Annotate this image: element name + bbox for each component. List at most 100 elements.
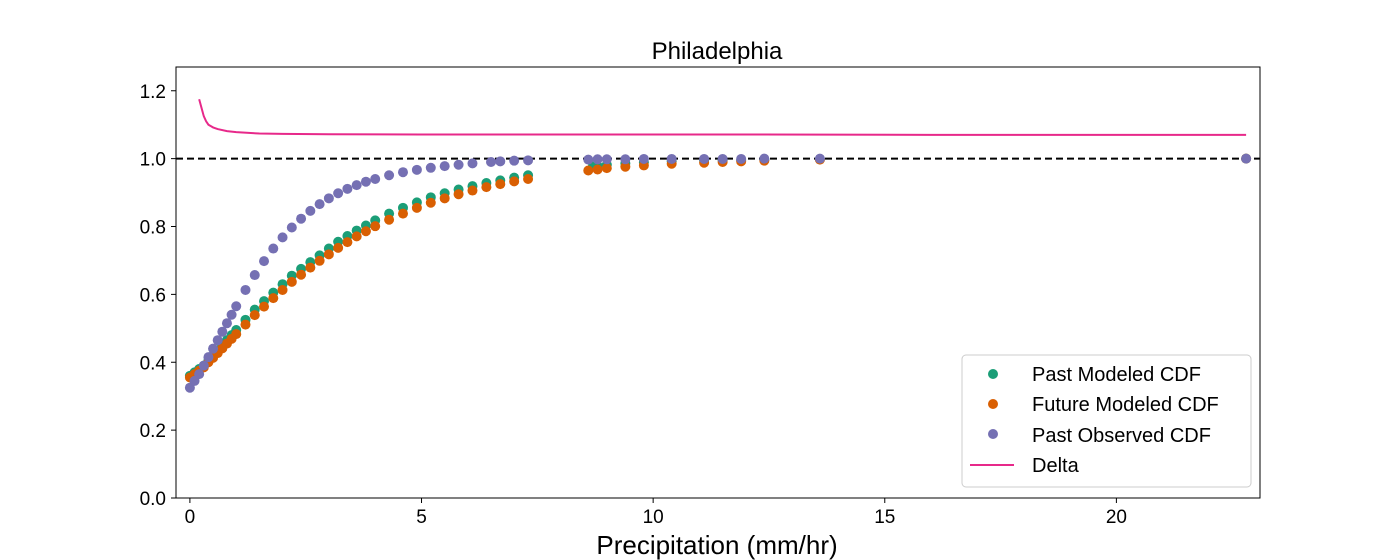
x-tick-label: 0 bbox=[185, 507, 196, 528]
y-tick-label: 0.2 bbox=[140, 421, 166, 442]
legend: Past Modeled CDF Future Modeled CDF Past… bbox=[961, 354, 1252, 488]
legend-box bbox=[961, 354, 1252, 488]
data-point bbox=[286, 222, 297, 233]
data-point bbox=[481, 182, 492, 193]
y-tick-label: 0.4 bbox=[140, 353, 167, 374]
legend-label-delta: Delta bbox=[1032, 455, 1080, 477]
y-tick-label: 1.0 bbox=[140, 150, 166, 171]
data-point bbox=[259, 301, 270, 312]
data-point bbox=[699, 153, 710, 164]
data-point bbox=[495, 179, 506, 190]
data-point bbox=[453, 189, 464, 200]
legend-label-future-modeled: Future Modeled CDF bbox=[1032, 394, 1219, 416]
data-point bbox=[226, 309, 237, 320]
data-point bbox=[467, 158, 478, 169]
data-point bbox=[305, 262, 316, 273]
data-point bbox=[397, 208, 408, 219]
data-point bbox=[486, 157, 497, 168]
data-point bbox=[217, 326, 228, 337]
data-point bbox=[736, 153, 747, 164]
legend-label-past-observed: Past Observed CDF bbox=[1032, 425, 1211, 447]
y-axis: 0.0 0.2 0.4 0.6 0.8 1.0 1.2 bbox=[140, 82, 176, 510]
data-point bbox=[351, 231, 362, 242]
data-point bbox=[203, 352, 214, 363]
data-point bbox=[323, 249, 334, 260]
data-point bbox=[601, 154, 612, 165]
series-2 bbox=[184, 153, 1252, 393]
delta-line bbox=[198, 98, 1247, 136]
data-point bbox=[249, 270, 260, 281]
data-point bbox=[666, 153, 677, 164]
x-axis-label: Precipitation (mm/hr) bbox=[596, 530, 837, 560]
legend-marker-past-observed bbox=[988, 429, 998, 439]
data-point bbox=[198, 360, 209, 371]
y-tick-label: 0.6 bbox=[140, 285, 166, 306]
data-point bbox=[240, 319, 251, 330]
data-point bbox=[333, 242, 344, 253]
data-point bbox=[439, 193, 450, 204]
data-point bbox=[296, 213, 307, 224]
data-point bbox=[351, 180, 362, 191]
data-point bbox=[314, 255, 325, 266]
x-tick-label: 5 bbox=[416, 507, 427, 528]
x-tick-label: 15 bbox=[874, 507, 895, 528]
data-point bbox=[759, 153, 770, 164]
data-point bbox=[212, 335, 223, 346]
data-point bbox=[717, 153, 728, 164]
x-tick-label: 20 bbox=[1106, 507, 1127, 528]
data-point bbox=[370, 173, 381, 184]
legend-marker-future-modeled bbox=[988, 399, 998, 409]
y-tick-label: 0.8 bbox=[140, 218, 166, 239]
data-point bbox=[467, 185, 478, 196]
data-point bbox=[360, 226, 371, 237]
data-point bbox=[411, 164, 422, 175]
data-point bbox=[523, 173, 534, 184]
data-point bbox=[208, 343, 219, 354]
data-point bbox=[592, 164, 603, 175]
data-point bbox=[277, 284, 288, 295]
data-point bbox=[620, 161, 631, 172]
data-point bbox=[323, 193, 334, 204]
data-point bbox=[583, 165, 594, 176]
y-tick-label: 0.0 bbox=[140, 489, 166, 510]
series-marks bbox=[184, 98, 1252, 393]
data-point bbox=[425, 162, 436, 173]
data-point bbox=[231, 329, 242, 340]
data-point bbox=[370, 221, 381, 232]
data-point bbox=[384, 170, 395, 181]
data-point bbox=[221, 318, 232, 329]
data-point bbox=[495, 156, 506, 167]
data-point bbox=[314, 199, 325, 210]
legend-marker-past-modeled bbox=[988, 369, 998, 379]
series-3 bbox=[198, 98, 1247, 136]
data-point bbox=[453, 159, 464, 170]
plot-area bbox=[175, 66, 1261, 499]
data-point bbox=[601, 163, 612, 174]
y-tick-label: 1.2 bbox=[140, 82, 166, 103]
x-axis: 0 5 10 15 20 bbox=[185, 498, 1127, 528]
data-point bbox=[259, 256, 270, 267]
data-point bbox=[620, 154, 631, 165]
legend-label-past-modeled: Past Modeled CDF bbox=[1032, 364, 1201, 386]
x-tick-label: 10 bbox=[643, 507, 664, 528]
data-point bbox=[333, 188, 344, 199]
chart-title: Philadelphia bbox=[652, 38, 783, 65]
data-point bbox=[411, 202, 422, 213]
data-point bbox=[814, 153, 825, 164]
data-point bbox=[286, 276, 297, 287]
data-point bbox=[592, 154, 603, 165]
data-point bbox=[342, 183, 353, 194]
data-point bbox=[268, 293, 279, 304]
data-point bbox=[509, 176, 520, 187]
data-point bbox=[1241, 153, 1252, 164]
data-point bbox=[425, 197, 436, 208]
data-point bbox=[439, 161, 450, 172]
data-point bbox=[268, 243, 279, 254]
data-point bbox=[523, 155, 534, 166]
data-point bbox=[277, 232, 288, 243]
data-point bbox=[397, 167, 408, 178]
data-point bbox=[194, 369, 205, 380]
data-point bbox=[231, 301, 242, 312]
data-point bbox=[296, 269, 307, 280]
